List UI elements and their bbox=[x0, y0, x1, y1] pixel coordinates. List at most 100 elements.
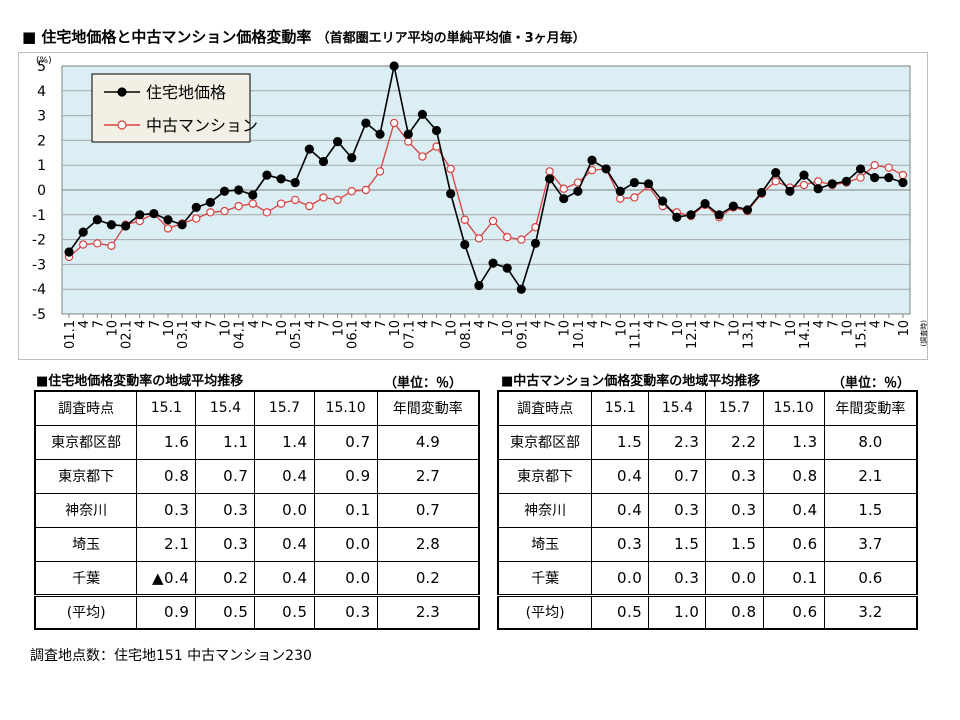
condo-price-point bbox=[93, 239, 102, 248]
x-tick-label: 4 bbox=[134, 320, 149, 328]
land-price-point bbox=[333, 137, 343, 147]
land-price-point bbox=[898, 177, 908, 188]
x-tick-label: 10 bbox=[501, 320, 516, 337]
x-tick-label: 4 bbox=[699, 320, 714, 328]
x-tick-label: 4 bbox=[416, 320, 431, 328]
land-price-point bbox=[629, 177, 640, 188]
land-price-point bbox=[431, 125, 442, 136]
condo-header-cell: 年間変動率 bbox=[823, 390, 918, 426]
land-price-point bbox=[587, 155, 597, 165]
land-price-table: 調査時点 15.1 15.4 15.7 15.10 年間変動率 東京都区部 1.6 1.1 1.… bbox=[34, 390, 480, 630]
land-value-cell: 0.9 bbox=[136, 593, 197, 630]
condo-price-point bbox=[248, 199, 257, 208]
condo-price-point bbox=[375, 167, 385, 176]
x-tick-label: 10 bbox=[219, 320, 234, 337]
condo-price-point bbox=[616, 194, 625, 203]
land-header-cell: 15.10 bbox=[313, 390, 378, 426]
condo-value-cell: 0.6 bbox=[762, 526, 825, 562]
land-price-point bbox=[559, 194, 569, 204]
land-price-point bbox=[799, 170, 809, 180]
condo-price-table: 調査時点 15.1 15.4 15.7 15.10 年間変動率 東京都区部 1.5 2.3 2.… bbox=[497, 390, 918, 630]
x-tick-label: 03.1 bbox=[176, 320, 191, 349]
land-price-point bbox=[78, 227, 88, 237]
condo-price-point bbox=[234, 201, 243, 211]
x-tick-label: 10 bbox=[388, 320, 403, 337]
condo-value-cell: 2.3 bbox=[648, 424, 707, 460]
condo-price-point bbox=[389, 118, 399, 128]
x-tick-label: 7 bbox=[374, 320, 389, 328]
land-price-point bbox=[163, 215, 173, 225]
condo-price-point bbox=[488, 216, 498, 226]
condo-price-point bbox=[545, 167, 554, 176]
land-price-point bbox=[361, 118, 371, 128]
land-price-point bbox=[290, 177, 300, 188]
land-value-cell: 0.3 bbox=[195, 492, 256, 528]
land-price-point bbox=[219, 186, 230, 196]
x-tick-label: 10 bbox=[840, 320, 855, 337]
condo-header-cell: 調査時点 bbox=[497, 390, 593, 426]
land-region-label: 東京都区部 bbox=[34, 424, 138, 460]
land-price-point bbox=[756, 187, 767, 198]
chart-title-main: ■ 住宅地価格と中古マンション価格変動率 bbox=[22, 28, 312, 46]
condo-price-point bbox=[291, 195, 300, 205]
condo-price-point bbox=[347, 187, 356, 196]
condo-value-cell: 1.5 bbox=[705, 526, 764, 562]
land-value-cell: ▲0.4 bbox=[136, 560, 197, 596]
condo-price-point bbox=[587, 165, 597, 175]
condo-price-point bbox=[630, 193, 639, 202]
land-table-row: 神奈川 0.3 0.3 0.0 0.1 0.7 bbox=[34, 492, 480, 528]
land-table-row: 東京都下 0.8 0.7 0.4 0.9 2.7 bbox=[34, 458, 480, 494]
condo-value-cell: 0.3 bbox=[648, 560, 707, 596]
land-price-point bbox=[205, 197, 215, 207]
x-tick-label: 4 bbox=[77, 320, 92, 328]
condo-price-point bbox=[898, 170, 908, 180]
chart-title: ■ 住宅地価格と中古マンション価格変動率 （首都圏エリア平均の単純平均値・3ヶ月… bbox=[22, 26, 586, 47]
x-axis-unit: (調査時) bbox=[919, 320, 928, 347]
land-value-cell: 0.2 bbox=[195, 560, 256, 596]
land-value-cell: 0.4 bbox=[254, 526, 315, 562]
land-value-cell: 0.4 bbox=[254, 560, 315, 596]
x-tick-label: 10 bbox=[332, 320, 347, 337]
condo-value-cell: 1.3 bbox=[762, 424, 825, 460]
land-annual-change-cell: 2.8 bbox=[376, 526, 480, 562]
y-tick-label: 1 bbox=[37, 158, 46, 174]
condo-value-cell: 2.2 bbox=[705, 424, 764, 460]
land-header-cell: 15.1 bbox=[136, 390, 197, 426]
land-table-unit: （単位：％） bbox=[384, 376, 463, 391]
condo-table-row: 東京都下 0.4 0.7 0.3 0.8 2.1 bbox=[497, 458, 918, 494]
condo-value-cell: 0.4 bbox=[591, 492, 650, 528]
x-tick-label: 05.1 bbox=[289, 320, 304, 349]
land-value-cell: 0.5 bbox=[195, 593, 256, 630]
y-tick-label: -2 bbox=[32, 233, 46, 249]
x-tick-label: 10 bbox=[558, 320, 573, 337]
land-price-point bbox=[460, 239, 470, 250]
condo-annual-change-cell: 8.0 bbox=[823, 424, 918, 460]
land-price-point bbox=[276, 174, 286, 184]
x-tick-label: 4 bbox=[643, 320, 658, 328]
y-tick-label: 3 bbox=[37, 109, 46, 125]
land-price-point bbox=[177, 220, 187, 230]
land-price-point bbox=[884, 173, 894, 183]
land-price-point bbox=[347, 153, 357, 163]
y-axis-unit: (%) bbox=[36, 56, 52, 66]
y-tick-label: 0 bbox=[37, 183, 46, 199]
land-region-label: 埼玉 bbox=[34, 526, 138, 562]
land-price-point bbox=[686, 210, 696, 220]
x-tick-label: 13.1 bbox=[741, 320, 756, 349]
condo-price-point bbox=[771, 177, 780, 186]
x-tick-label: 7 bbox=[91, 320, 106, 328]
chart-title-sub: （首都圏エリア平均の単純平均値・3ヶ月毎） bbox=[316, 31, 586, 46]
land-table-row: 東京都区部 1.6 1.1 1.4 0.7 4.9 bbox=[34, 424, 480, 460]
condo-value-cell: 0.7 bbox=[648, 458, 707, 494]
land-value-cell: 0.0 bbox=[313, 526, 378, 562]
condo-header-cell: 15.1 bbox=[591, 390, 650, 426]
condo-value-cell: 0.8 bbox=[705, 593, 764, 630]
condo-region-label: 千葉 bbox=[497, 560, 593, 596]
x-tick-label: 4 bbox=[190, 320, 205, 328]
condo-value-cell: 0.4 bbox=[591, 458, 650, 494]
condo-table-heading: ■中古マンション価格変動率の地域平均推移 bbox=[501, 374, 761, 389]
land-price-point bbox=[234, 185, 244, 195]
condo-annual-change-cell: 2.1 bbox=[823, 458, 918, 494]
land-price-point bbox=[64, 247, 74, 257]
land-value-cell: 0.5 bbox=[254, 593, 315, 630]
